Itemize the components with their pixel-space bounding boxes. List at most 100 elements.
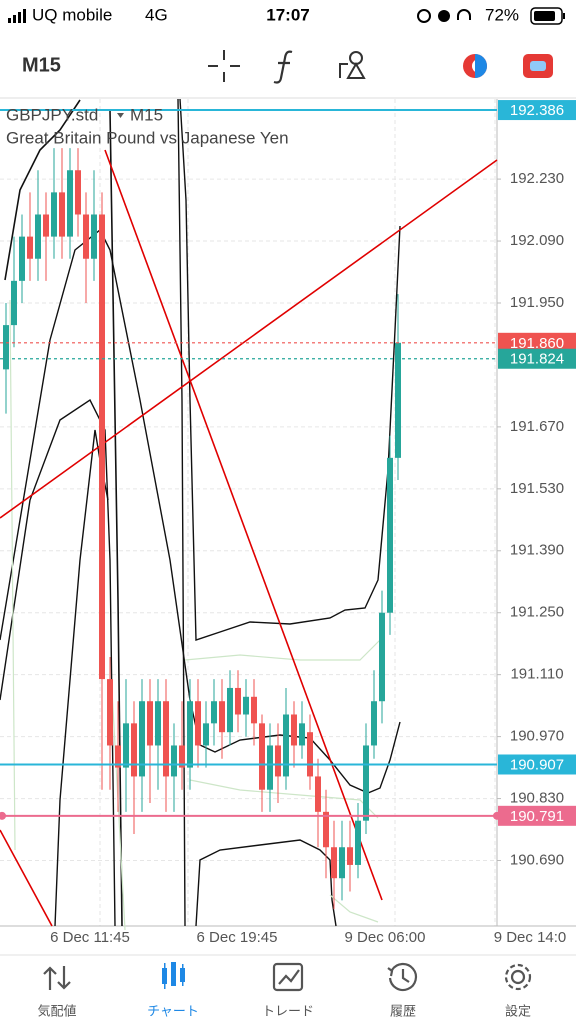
tab-label: チャート xyxy=(147,1003,199,1018)
price-marker-label: 190.907 xyxy=(510,756,564,773)
settings-icon xyxy=(504,963,532,991)
candle-body xyxy=(331,847,337,879)
candle-body xyxy=(291,714,297,746)
candle-body xyxy=(251,696,257,724)
carrier: UQ mobile xyxy=(32,5,112,24)
chart-icon xyxy=(162,962,185,989)
candle-body xyxy=(179,745,185,768)
candle-body xyxy=(203,723,209,746)
battery-tip xyxy=(563,13,565,19)
trade-button-inner xyxy=(530,61,546,71)
time-axis: 6 Dec 11:45 6 Dec 19:45 9 Dec 06:00 9 Dec 1… xyxy=(50,929,566,946)
tab-label: 履歴 xyxy=(390,1003,416,1018)
candle-body xyxy=(91,214,97,259)
price-marker-box xyxy=(498,100,576,121)
symbol-description: Great Britain Pound vs Japanese Yen xyxy=(6,128,289,147)
candle-body xyxy=(171,745,177,777)
candle-body xyxy=(115,745,121,768)
price-tick-label: 191.110 xyxy=(510,666,563,683)
battery-icon xyxy=(530,7,563,25)
lock-icon xyxy=(417,9,431,23)
candle-body xyxy=(67,170,73,237)
price-tick-label: 192.230 xyxy=(510,170,564,187)
grid: 192.230 192.090 191.950 191.670 191.530 191.3… xyxy=(0,99,564,926)
status-bar: UQ mobile 4G 17:07 72% xyxy=(8,5,565,25)
candle-body xyxy=(219,701,225,733)
tab-label: 設定 xyxy=(505,1003,531,1018)
candle-body xyxy=(243,696,249,715)
candle-body xyxy=(123,723,129,768)
tab-label: トレード xyxy=(262,1003,314,1018)
candle-body xyxy=(19,236,25,281)
candle-body xyxy=(99,214,105,680)
time-label: 6 Dec 11:45 xyxy=(50,929,130,946)
time-label: 9 Dec 06:00 xyxy=(345,929,426,946)
trend-lines xyxy=(0,149,498,927)
candle-body xyxy=(187,701,193,768)
candle-body xyxy=(379,612,385,702)
envelope-upper xyxy=(4,99,123,927)
candles xyxy=(3,148,401,910)
price-marker-box xyxy=(498,805,576,826)
candle-body xyxy=(235,687,241,715)
candle-body xyxy=(307,732,313,777)
price-tick-label: 192.090 xyxy=(510,232,564,249)
price-marker-label: 190.791 xyxy=(510,808,564,825)
timeframe-button[interactable]: M15 xyxy=(22,54,61,76)
price-marker-box xyxy=(498,348,576,369)
candle-body xyxy=(139,701,145,777)
trend-line xyxy=(0,829,53,927)
candle-body xyxy=(35,214,41,259)
candle-body xyxy=(3,325,9,370)
price-tick-label: 191.670 xyxy=(510,418,564,435)
tab-icons xyxy=(43,962,532,992)
headphone-icon xyxy=(457,9,471,20)
price-tick-label: 190.690 xyxy=(510,851,564,868)
quotes-icon xyxy=(43,966,71,990)
price-marker-label: 191.824 xyxy=(510,351,564,368)
candle-body xyxy=(51,192,57,237)
marker-handle xyxy=(0,811,6,820)
candle-body xyxy=(347,847,353,865)
candle-body xyxy=(283,714,289,777)
price-marker-box xyxy=(498,754,576,775)
candle-body xyxy=(339,847,345,879)
crosshair-button[interactable] xyxy=(208,50,240,82)
price-marker-label: 192.386 xyxy=(510,102,564,119)
toolbar: M15 xyxy=(0,50,576,99)
candle-body xyxy=(75,170,81,215)
history-icon xyxy=(387,962,418,992)
objects-button[interactable] xyxy=(339,51,366,79)
envelope-middle xyxy=(0,98,401,927)
tab-bar: 気配値 チャート トレード 履歴 設定 xyxy=(37,1003,531,1018)
candle-body xyxy=(267,745,273,790)
candle-body xyxy=(387,457,393,613)
time-label: 9 Dec 14:0 xyxy=(494,929,567,946)
network: 4G xyxy=(145,5,168,24)
trend-line xyxy=(0,159,498,519)
candle-body xyxy=(395,342,401,458)
candle-body xyxy=(363,745,369,821)
candle-body xyxy=(131,723,137,777)
candle-body xyxy=(275,745,281,777)
price-tick-label: 190.970 xyxy=(510,728,564,745)
trend-line xyxy=(104,149,383,901)
symbol: GBPJPY.std xyxy=(6,105,98,124)
clock: 17:07 xyxy=(266,5,309,24)
signal-icon xyxy=(8,18,11,23)
signal-icon xyxy=(23,9,26,23)
tab-label: 気配値 xyxy=(37,1003,76,1018)
candle-body xyxy=(323,811,329,848)
alarm-icon xyxy=(438,10,450,22)
price-tick-label: 191.390 xyxy=(510,542,564,559)
candle-body xyxy=(11,280,17,326)
dropdown-arrow[interactable] xyxy=(117,113,124,118)
indicator-button[interactable] xyxy=(273,50,293,84)
candle-body xyxy=(59,192,65,237)
candle-body xyxy=(147,701,153,746)
candle-body xyxy=(195,701,201,746)
candle-body xyxy=(371,701,377,746)
symbol-timeframe: M15 xyxy=(130,105,163,124)
